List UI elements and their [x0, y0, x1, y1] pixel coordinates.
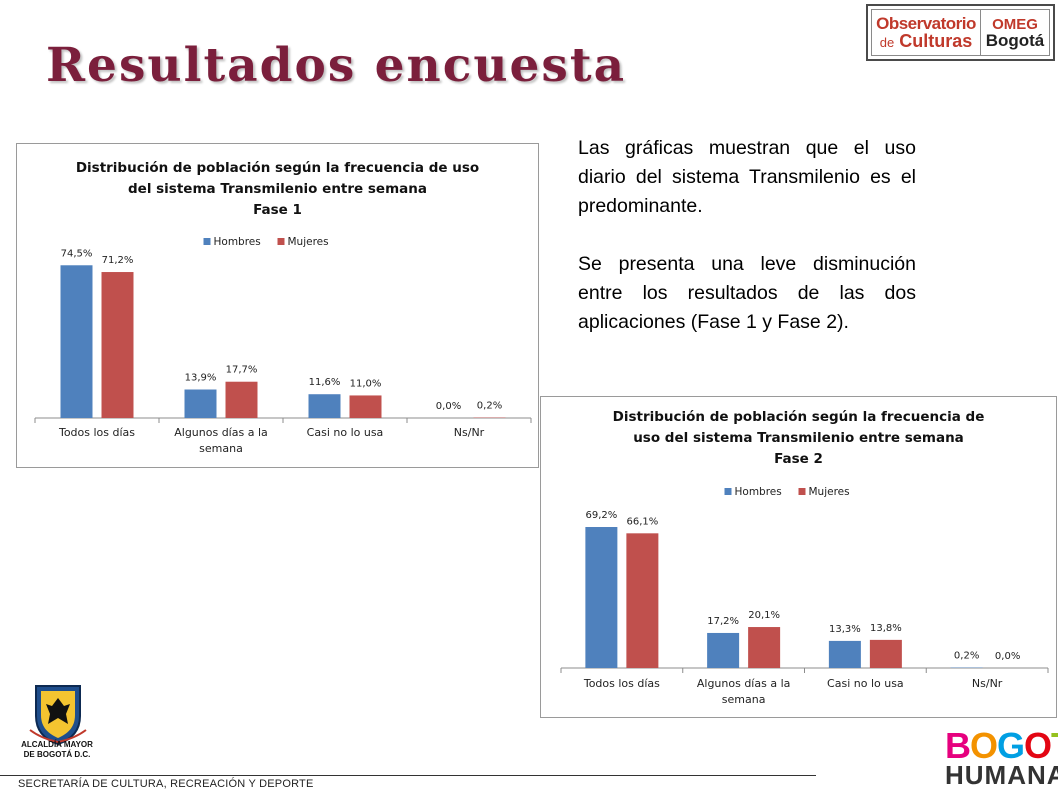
bar-mujeres	[626, 533, 659, 668]
chart-title-line: Fase 2	[774, 451, 823, 467]
x-tick-label: Todos los días	[583, 677, 660, 690]
x-tick-label: Casi no lo usa	[827, 677, 904, 690]
x-tick-label: semana	[722, 693, 766, 706]
chart-title-line: Distribución de población según la frecu…	[612, 409, 985, 425]
footer-divider	[0, 775, 816, 776]
data-label: 17,7%	[226, 365, 258, 376]
x-tick-label: Algunos días a la	[697, 677, 791, 690]
logo-bogota: Bogotá	[985, 30, 1045, 50]
bar-mujeres	[869, 639, 902, 668]
legend-swatch	[277, 238, 285, 245]
chart-fase-1: Distribución de población según la frecu…	[16, 143, 539, 468]
data-label: 0,0%	[436, 401, 461, 412]
chart-plot: Hombres Mujeres 69,2% 66,1% Todos los días 17…	[560, 486, 1049, 706]
data-label: 11,6%	[309, 377, 341, 388]
data-label: 0,2%	[477, 401, 502, 412]
bar-mujeres	[748, 627, 781, 668]
x-tick-label: Ns/Nr	[454, 426, 485, 439]
legend-label: Mujeres	[809, 486, 850, 498]
bogota-logo-letter: B	[945, 725, 971, 766]
logo-word-culturas: Culturas	[899, 31, 973, 51]
data-label: 17,2%	[707, 616, 739, 627]
chart-title: Distribución de población según la frecu…	[541, 407, 1056, 470]
bar-hombres	[828, 640, 861, 668]
bar-hombres	[707, 632, 740, 668]
bogota-logo-letter: G	[997, 725, 1025, 766]
data-label: 13,9%	[185, 373, 217, 384]
x-tick-label: Algunos días a la	[174, 426, 268, 439]
data-label: 0,2%	[954, 651, 979, 662]
chart-title-line: Distribución de población según la frecu…	[75, 160, 480, 176]
data-label: 66,1%	[626, 516, 658, 527]
logo-omeg: OMEG	[992, 15, 1038, 33]
observatorio-culturas-logo: Observatorio de Culturas OMEG Bogotá	[866, 4, 1055, 61]
bar-hombres	[60, 265, 93, 418]
chart-legend: Hombres Mujeres	[724, 486, 850, 498]
description-text: Las gráficas muestran que el uso diario …	[578, 134, 916, 337]
legend-label: Hombres	[214, 236, 261, 248]
legend-label: Hombres	[735, 486, 782, 498]
alcaldia-line-2: DE BOGOTÁ D.C.	[23, 750, 91, 759]
bar-hombres	[308, 394, 341, 418]
bar-mujeres	[349, 395, 382, 418]
bogota-logo-line-2: HUMANA	[945, 760, 1058, 790]
bar-mujeres	[225, 381, 258, 418]
data-label: 69,2%	[585, 510, 617, 521]
chart-title-line: Fase 1	[253, 202, 302, 218]
bar-mujeres	[101, 272, 134, 418]
chart-title-line: uso del sistema Transmilenio entre seman…	[633, 430, 964, 446]
bogota-coat-of-arms-icon	[29, 685, 87, 746]
x-tick-label: Ns/Nr	[972, 677, 1003, 690]
bogota-humana-logo: BOGOTÁ HUMANA	[945, 728, 1058, 790]
data-label: 71,2%	[102, 255, 134, 266]
description-paragraph-1: Las gráficas muestran que el uso diario …	[578, 137, 916, 217]
bogota-logo-line-1: BOGOTÁ	[945, 728, 1058, 764]
legend-swatch	[724, 488, 732, 495]
x-tick-label: Todos los días	[58, 426, 135, 439]
description-paragraph-2: Se presenta una leve disminución entre l…	[578, 253, 916, 333]
bar-hombres	[585, 527, 618, 668]
logo-line-observatorio: Observatorio	[876, 14, 976, 33]
data-label: 0,0%	[995, 651, 1020, 662]
chart-title: Distribución de población según la frecu…	[17, 158, 538, 221]
data-label: 11,0%	[350, 378, 382, 389]
legend-label: Mujeres	[288, 236, 329, 248]
chart-title-line: del sistema Transmilenio entre semana	[128, 181, 427, 197]
data-label: 13,8%	[870, 623, 902, 634]
logo-line-culturas: de Culturas	[880, 32, 973, 50]
chart-plot: Hombres Mujeres 74,5% 71,2% Todos los días 13…	[34, 236, 532, 455]
legend-swatch	[203, 238, 211, 245]
chart-fase-2: Distribución de población según la frecu…	[540, 396, 1057, 718]
x-tick-label: Casi no lo usa	[307, 426, 384, 439]
bar-hombres	[184, 389, 217, 418]
alcaldia-label: ALCALDÍA MAYOR DE BOGOTÁ D.C.	[14, 740, 100, 760]
data-label: 20,1%	[748, 610, 780, 621]
footer-secretaria: SECRETARÍA DE CULTURA, RECREACIÓN Y DEPO…	[18, 778, 314, 790]
bogota-logo-letter: O	[1024, 725, 1052, 766]
data-label: 74,5%	[61, 248, 93, 259]
logo-word-de: de	[879, 35, 895, 50]
legend-swatch	[798, 488, 806, 495]
bogota-logo-letter: O	[970, 725, 998, 766]
x-tick-label: semana	[199, 442, 243, 455]
page-title: Resultados encuesta	[46, 38, 627, 93]
chart-legend: Hombres Mujeres	[203, 236, 329, 248]
alcaldia-line-1: ALCALDÍA MAYOR	[21, 740, 93, 749]
data-label: 13,3%	[829, 624, 861, 635]
bogota-logo-letter: T	[1051, 725, 1058, 766]
